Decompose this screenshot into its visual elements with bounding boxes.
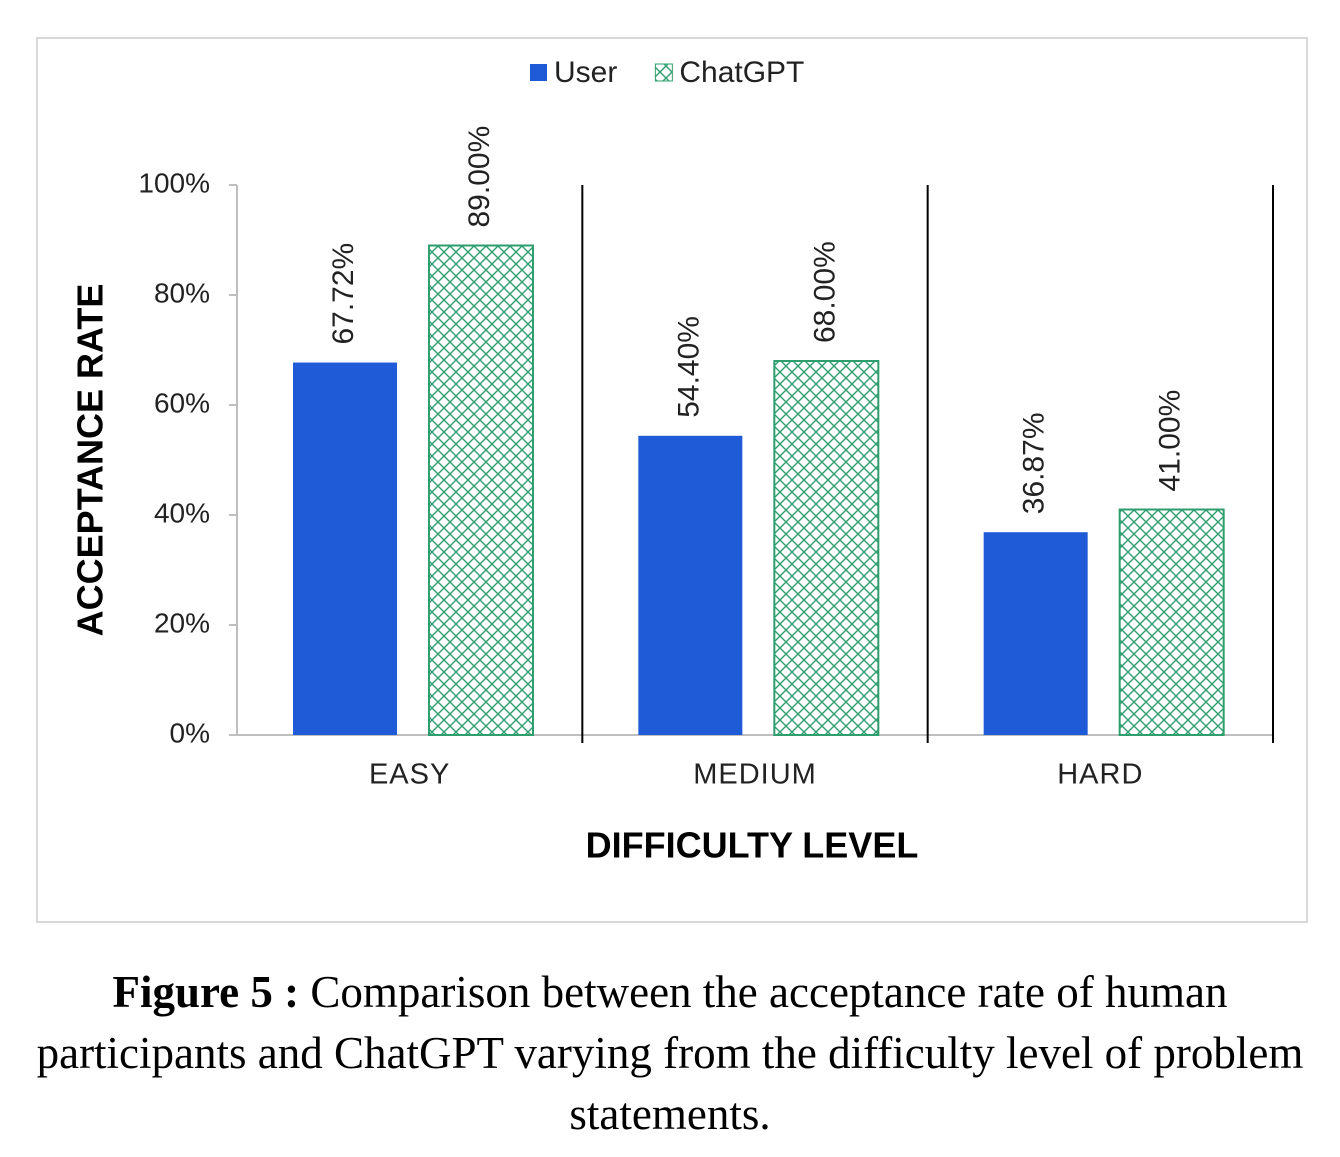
y-tick-label: 100% — [138, 167, 210, 198]
bar — [638, 435, 743, 735]
legend-swatch — [654, 63, 673, 82]
y-axis-title: ACCEPTANCE RATE — [70, 284, 111, 637]
legend-label: User — [554, 56, 617, 89]
caption-label: Figure 5 : — [112, 967, 300, 1017]
bar — [428, 244, 534, 736]
x-axis-title: DIFFICULTY LEVEL — [586, 825, 919, 866]
bar — [1118, 508, 1225, 736]
x-tick-label: EASY — [369, 759, 450, 791]
y-tick-label: 20% — [154, 607, 210, 638]
caption-text: Comparison between the acceptance rate o… — [36, 967, 1304, 1139]
value-label: 36.87% — [1018, 412, 1051, 514]
legend-swatch — [530, 64, 547, 81]
legend-label: ChatGPT — [679, 56, 804, 89]
value-label: 68.00% — [808, 241, 841, 343]
x-tick-label: HARD — [1057, 759, 1143, 791]
x-tick-label: MEDIUM — [693, 759, 817, 791]
bar — [293, 362, 397, 735]
caption: Figure 5 : Comparison between the accept… — [10, 962, 1330, 1145]
y-tick-label: 80% — [154, 277, 210, 308]
y-tick-label: 60% — [154, 387, 210, 418]
value-label: 41.00% — [1154, 390, 1187, 492]
bar — [773, 360, 880, 736]
y-tick-label: 40% — [154, 497, 210, 528]
value-label: 54.40% — [672, 316, 705, 418]
bar — [983, 532, 1088, 735]
y-tick-label: 0% — [170, 717, 210, 748]
chart: ACCEPTANCE RATE DIFFICULTY LEVEL 0% 20% 40… — [36, 37, 1308, 923]
value-label: 89.00% — [463, 126, 496, 228]
value-label: 67.72% — [327, 243, 360, 345]
